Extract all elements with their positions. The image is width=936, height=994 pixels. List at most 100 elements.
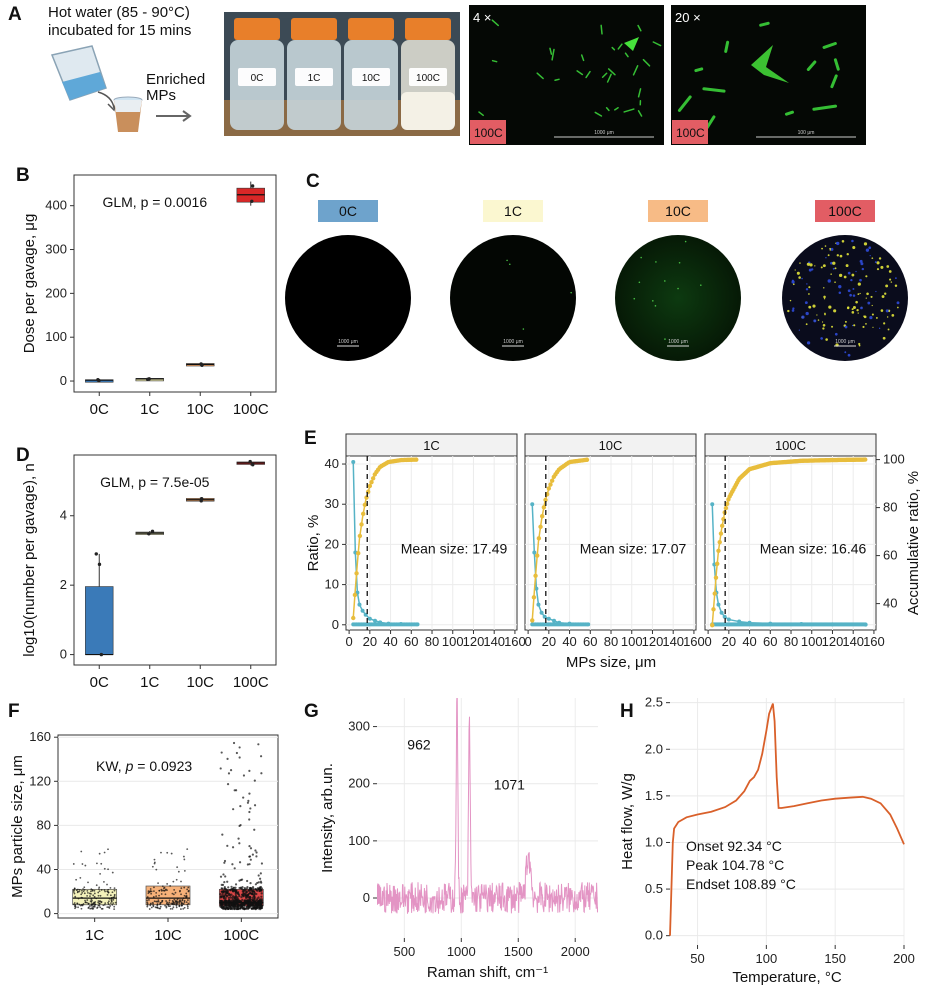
data-point: [245, 891, 249, 894]
accumulative-point: [535, 553, 540, 558]
particle: [838, 291, 842, 294]
particle: [787, 309, 790, 313]
data-point: [84, 864, 87, 867]
particle: [642, 58, 651, 67]
data-point: [80, 889, 83, 892]
x-tick-label: 100C: [223, 927, 259, 944]
data-point: [238, 756, 241, 759]
ratio-point: [586, 622, 591, 627]
chart-b: B 0 100 200 300 400 Dose per gavage, μg 0C 1C 10C…: [16, 165, 277, 418]
group-badge-label: 1C: [504, 203, 522, 219]
data-point: [150, 892, 153, 895]
data-point: [185, 892, 188, 895]
data-point: [161, 899, 164, 902]
data-point: [230, 885, 233, 888]
x-axis-label: Temperature, °C: [732, 969, 842, 986]
data-point: [219, 767, 222, 770]
scale-bar-label: 100 μm: [798, 130, 815, 136]
data-point: [239, 805, 242, 808]
data-point: [256, 900, 259, 904]
particle: [852, 305, 856, 310]
particle: [891, 313, 895, 317]
accumulative-point: [370, 476, 376, 481]
particle: [640, 256, 642, 259]
particle: [872, 326, 874, 328]
x-tick-label: 100C: [233, 674, 269, 691]
data-point: [180, 908, 182, 910]
data-point: [238, 842, 241, 845]
x-tick-label: 20: [542, 634, 556, 649]
bottle-label-box: [352, 68, 390, 86]
panel-c: C 0C 1000 μm 1C 1000 μm 10C 1000 μm 100C 1000 μ…: [285, 171, 908, 361]
data-point: [147, 892, 150, 895]
x-tick-label: 160: [863, 634, 885, 649]
particle: [637, 24, 642, 32]
particle: [576, 70, 584, 76]
data-point: [169, 885, 172, 887]
accumulative-point: [351, 615, 356, 621]
data-point: [186, 907, 189, 910]
particle: [886, 316, 889, 318]
mean-label: Mean size: 17.49: [401, 541, 508, 557]
x-tick-label: 40: [742, 634, 756, 649]
particle: [884, 292, 887, 295]
data-point: [233, 907, 236, 911]
data-point: [251, 890, 255, 893]
particle: [885, 284, 889, 288]
particle: [549, 47, 553, 55]
data-point: [72, 903, 75, 906]
data-point: [82, 890, 85, 893]
particle: [817, 319, 820, 321]
data-point: [220, 895, 223, 898]
data-point: [90, 907, 93, 910]
bottle-label-box: [409, 68, 447, 86]
particle: [871, 304, 873, 307]
accumulative-point: [723, 505, 729, 511]
particle: [759, 21, 770, 27]
y-axis-label: log10(number per gavage), n: [21, 463, 38, 656]
data-point: [149, 903, 152, 906]
x-tick-label: 140: [842, 634, 864, 649]
data-point: [258, 906, 261, 909]
accumulative-point: [713, 575, 719, 580]
data-point: [168, 899, 171, 902]
particle: [863, 315, 867, 319]
data-point: [82, 888, 84, 890]
accumulative-point: [531, 595, 537, 600]
data-point: [237, 899, 240, 902]
particle: [830, 74, 838, 89]
particle: [858, 342, 861, 346]
data-point: [183, 901, 186, 903]
stat-annotation: GLM, p = 0.0016: [102, 194, 207, 210]
y-axis-label: Heat flow, W/g: [619, 773, 636, 870]
data-point: [219, 875, 223, 878]
data-point: [171, 892, 174, 895]
data-point: [90, 904, 93, 907]
x-tick-label: 0C: [90, 674, 109, 691]
particle: [617, 43, 623, 50]
particle: [862, 325, 865, 329]
data-point: [109, 894, 112, 897]
ratio-point: [830, 622, 835, 627]
particle: [821, 321, 824, 323]
particle: [831, 325, 834, 328]
data-point: [255, 906, 259, 909]
particle: [830, 273, 832, 275]
ratio-point: [726, 617, 731, 622]
panel-a: A Hot water (85 - 90°C) incubated for 15…: [8, 4, 866, 145]
y-tick-label: 4: [60, 508, 67, 523]
data-point: [98, 852, 101, 855]
data-point: [219, 899, 222, 903]
x-tick-label: 140: [662, 634, 684, 649]
data-point: [249, 882, 252, 885]
x-tick-label: 200: [893, 951, 915, 966]
data-point: [244, 893, 248, 896]
magnification-label: 20 ×: [675, 10, 701, 25]
panel-label: B: [16, 165, 30, 186]
data-point: [159, 905, 162, 908]
data-point: [109, 886, 112, 889]
y-tick-label-right: 40: [883, 596, 897, 611]
ratio-point: [716, 602, 721, 607]
particle: [868, 246, 872, 250]
particle: [791, 280, 795, 284]
